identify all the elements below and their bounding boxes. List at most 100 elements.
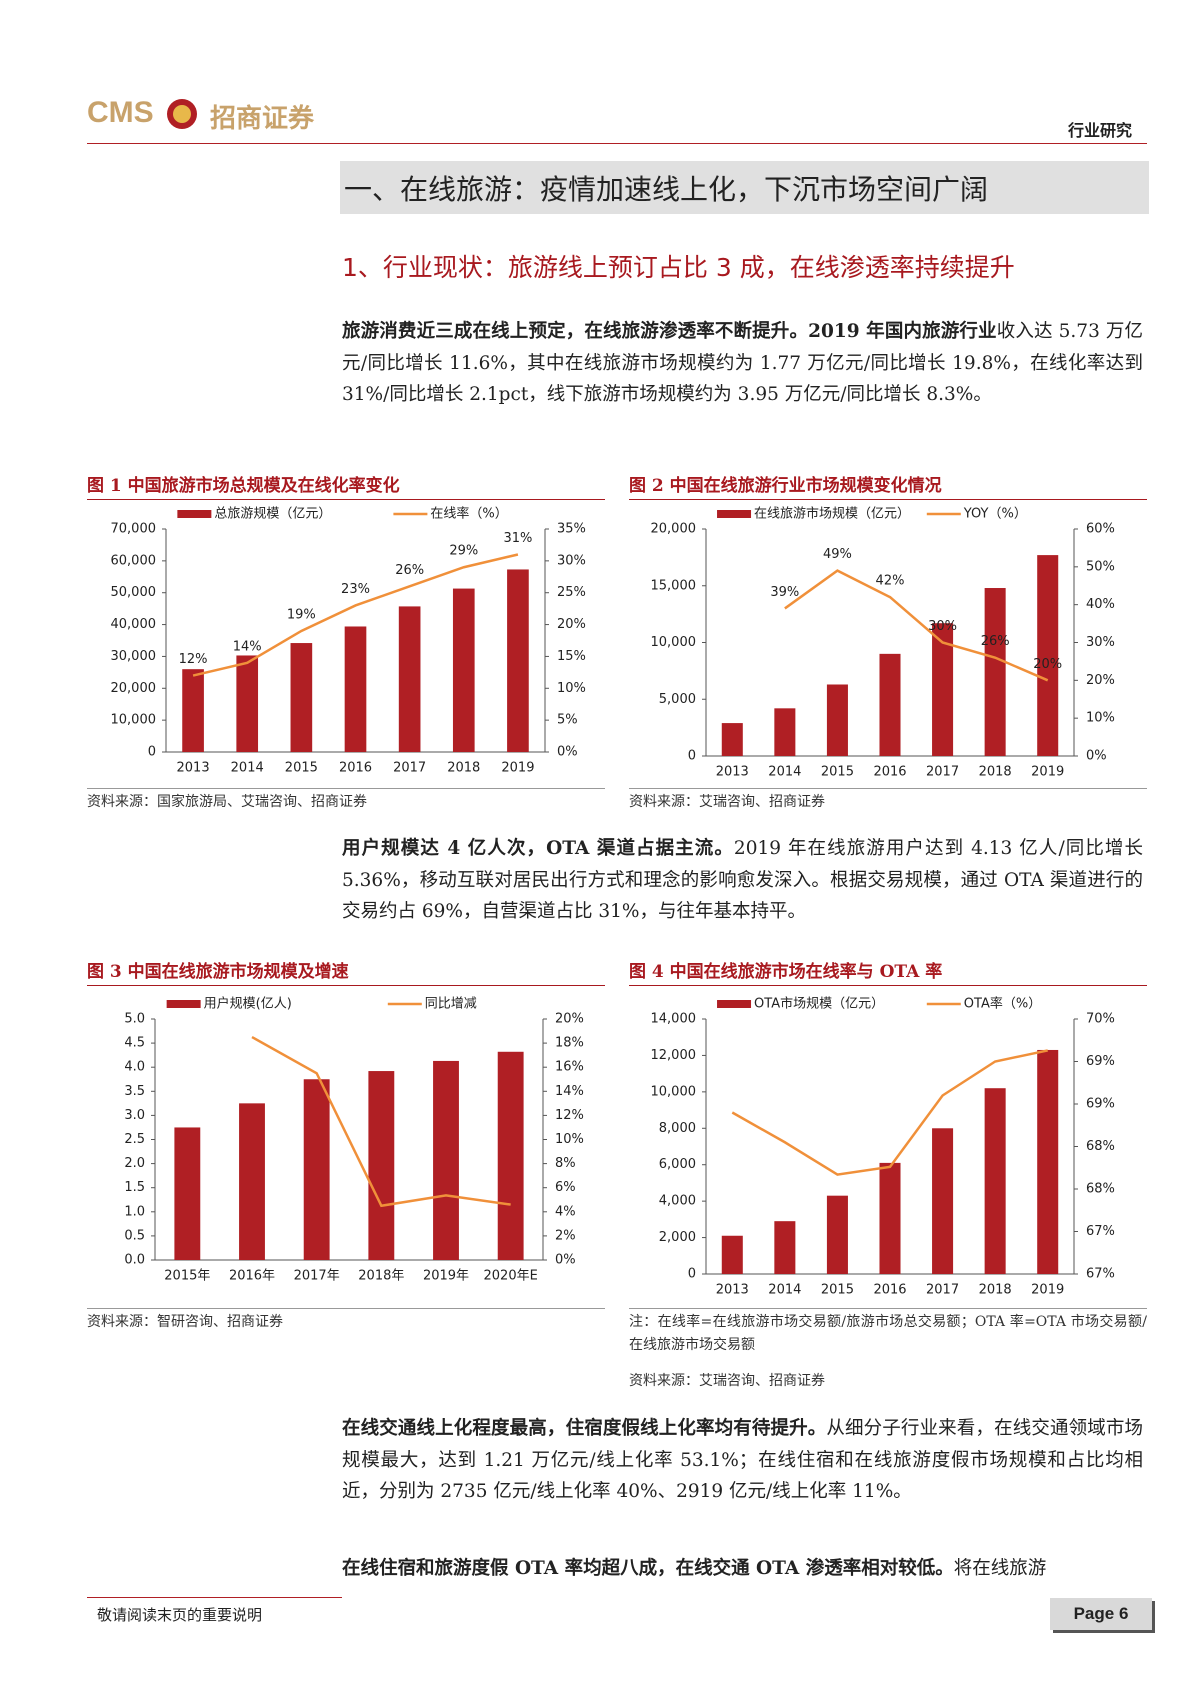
y-tick-label: 50,000 <box>111 585 157 600</box>
y-tick-label: 12,000 <box>651 1048 697 1063</box>
x-tick-label: 2015 <box>821 1283 854 1298</box>
y2-tick-label: 20% <box>1086 673 1115 688</box>
data-label: 39% <box>770 585 799 600</box>
logo-text: CMS <box>87 96 154 129</box>
paragraph-text: 2019 年在线旅游用户达到 4.13 亿人/同比增长 5.36%，移动互联对居… <box>342 838 1143 922</box>
data-label: 29% <box>449 544 478 559</box>
y2-tick-label: 68% <box>1086 1182 1115 1197</box>
bar <box>236 655 259 752</box>
bar <box>1037 1049 1059 1274</box>
data-label: 26% <box>981 634 1010 649</box>
x-tick-label: 2016年 <box>229 1269 275 1284</box>
paragraph-lead: 在线住宿和旅游度假 OTA 率均超八成，在线交通 OTA 渗透率相对较低。 <box>342 1558 954 1579</box>
y-tick-label: 0 <box>148 745 156 760</box>
y-tick-label: 0.5 <box>124 1228 145 1243</box>
x-tick-label: 2014 <box>231 761 264 776</box>
bar <box>497 1051 524 1260</box>
legend-label: 在线率（%） <box>430 506 507 522</box>
figure-title: 图 3 中国在线旅游市场规模及增速 <box>87 957 605 986</box>
x-tick-label: 2019 <box>1031 765 1064 780</box>
y2-tick-label: 12% <box>555 1108 584 1123</box>
bar <box>774 1221 796 1274</box>
data-label: 31% <box>503 531 532 546</box>
y2-tick-label: 10% <box>555 1132 584 1147</box>
x-tick-label: 2018 <box>447 761 480 776</box>
y-tick-label: 1.5 <box>124 1180 145 1195</box>
line <box>784 569 1049 682</box>
y-tick-label: 8,000 <box>659 1121 696 1136</box>
x-tick-label: 2017年 <box>294 1269 340 1284</box>
y2-tick-label: 40% <box>1086 597 1115 612</box>
bar <box>303 1079 330 1260</box>
bar <box>507 569 529 752</box>
y2-tick-label: 67% <box>1086 1224 1115 1239</box>
legend-label: OTA市场规模（亿元） <box>754 996 884 1012</box>
y2-tick-label: 8% <box>555 1156 576 1171</box>
logo-icon <box>167 99 197 129</box>
figure-title: 图 2 中国在线旅游行业市场规模变化情况 <box>629 471 1147 500</box>
x-tick-label: 2018 <box>979 1283 1012 1298</box>
y2-tick-label: 0% <box>555 1253 576 1268</box>
x-tick-label: 2016 <box>873 1283 906 1298</box>
x-tick-label: 2019 <box>1031 1283 1064 1298</box>
y-tick-label: 4.0 <box>124 1060 145 1075</box>
y-tick-label: 20,000 <box>111 681 157 696</box>
paragraph: 用户规模达 4 亿人次，OTA 渠道占据主流。2019 年在线旅游用户达到 4.… <box>342 833 1143 928</box>
legend-label: 在线旅游市场规模（亿元） <box>754 506 910 522</box>
bar <box>398 606 421 752</box>
legend-swatch <box>717 510 752 518</box>
x-tick-label: 2016 <box>339 761 372 776</box>
bar <box>174 1127 201 1260</box>
bar <box>774 708 796 756</box>
y-tick-label: 6,000 <box>659 1157 696 1172</box>
bar <box>290 643 313 752</box>
y2-tick-label: 35% <box>557 522 586 537</box>
bar <box>344 626 367 752</box>
y2-tick-label: 10% <box>1086 711 1115 726</box>
figure-note: 注：在线率=在线旅游市场交易额/旅游市场总交易额；OTA 率=OTA 市场交易额… <box>629 1314 1147 1353</box>
footer-notice: 敬请阅读末页的重要说明 <box>97 1606 263 1624</box>
data-label: 14% <box>233 639 262 654</box>
paragraph-lead: 旅游消费近三成在线上预定，在线旅游渗透率不断提升。2019 年国内旅游行业 <box>342 321 997 342</box>
bar <box>721 723 743 756</box>
y2-tick-label: 6% <box>555 1180 576 1195</box>
subsection-title: 1、行业现状：旅游线上预订占比 3 成，在线渗透率持续提升 <box>342 253 1015 282</box>
y2-tick-label: 60% <box>1086 522 1115 537</box>
bar <box>984 1088 1006 1274</box>
y-tick-label: 0 <box>688 1267 696 1282</box>
legend-label: 总旅游规模（亿元） <box>214 507 331 522</box>
company-name: 招商证券 <box>210 104 315 134</box>
y2-tick-label: 16% <box>555 1060 584 1075</box>
y-tick-label: 70,000 <box>111 522 157 537</box>
y-tick-label: 0.0 <box>124 1253 145 1268</box>
bar <box>826 1195 848 1274</box>
y2-tick-label: 20% <box>555 1012 584 1027</box>
source-rule <box>629 788 1147 789</box>
bar <box>721 1235 743 1274</box>
source-rule <box>87 788 605 789</box>
y2-tick-label: 4% <box>555 1204 576 1219</box>
y-tick-label: 30,000 <box>111 649 157 664</box>
y-tick-label: 2,000 <box>659 1230 696 1245</box>
y-tick-label: 60,000 <box>111 553 157 568</box>
y2-tick-label: 67% <box>1086 1267 1115 1282</box>
y2-tick-label: 10% <box>557 681 586 696</box>
y-tick-label: 15,000 <box>651 578 697 593</box>
y-tick-label: 4.5 <box>124 1036 145 1051</box>
y2-tick-label: 68% <box>1086 1139 1115 1154</box>
line <box>192 553 519 677</box>
data-label: 20% <box>1033 657 1062 672</box>
chart: 0 10,000 20,000 30,000 40,000 50,000 60,000 70,… <box>111 506 586 776</box>
y2-tick-label: 69% <box>1086 1054 1115 1069</box>
data-label: 42% <box>876 574 905 589</box>
paragraph: 在线交通线上化程度最高，住宿度假线上化率均有待提升。从细分子行业来看，在线交通领… <box>342 1413 1143 1508</box>
data-label: 19% <box>287 607 316 622</box>
figure-source: 资料来源：艾瑞咨询、招商证券 <box>629 794 825 810</box>
section-box <box>340 161 1149 214</box>
x-tick-label: 2013 <box>177 761 210 776</box>
chart: 0 5,000 10,000 15,000 20,000 0% 10% 20% 30% 40% 50… <box>651 506 1115 780</box>
data-label: 30% <box>928 619 957 634</box>
x-tick-label: 2018 <box>979 765 1012 780</box>
y-tick-label: 10,000 <box>651 635 697 650</box>
data-label: 49% <box>823 547 852 562</box>
